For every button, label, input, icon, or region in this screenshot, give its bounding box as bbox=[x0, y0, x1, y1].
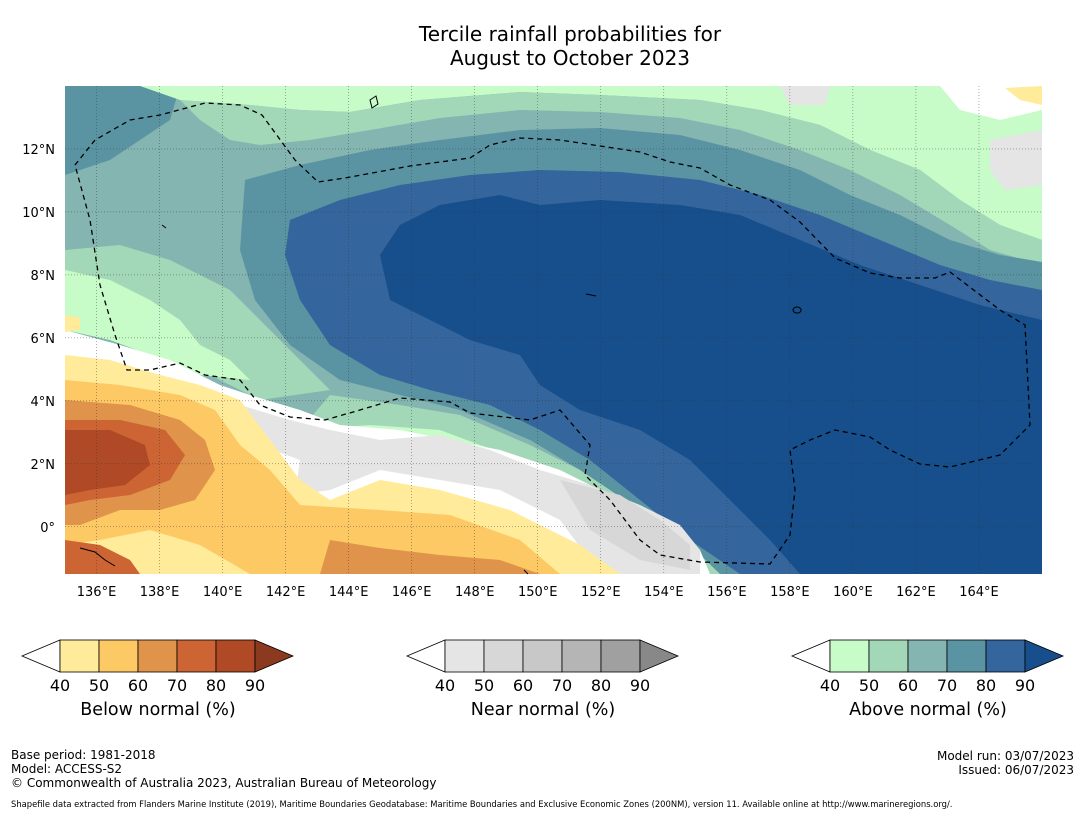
lon-tick-label: 160°E bbox=[833, 585, 873, 600]
colorbar-tick-label: 40 bbox=[49, 676, 71, 695]
colorbar-swatch bbox=[137, 639, 178, 673]
footer-right: Model run: 03/07/2023 Issued: 06/07/2023 bbox=[937, 749, 1074, 777]
lon-tick-label: 148°E bbox=[455, 585, 495, 600]
colorbar-max-arrow bbox=[639, 639, 680, 673]
model-text: Model: ACCESS-S2 bbox=[11, 762, 123, 776]
colorbar-tick-label: 60 bbox=[127, 676, 149, 695]
title-line-1: Tercile rainfall probabilities for bbox=[418, 22, 722, 46]
colorbar-swatch bbox=[829, 639, 870, 673]
colorbar-tick-label: 60 bbox=[897, 676, 919, 695]
lon-tick-label: 154°E bbox=[644, 585, 684, 600]
colorbar-swatch bbox=[98, 639, 139, 673]
lon-tick-label: 164°E bbox=[959, 585, 999, 600]
colorbar-swatch bbox=[483, 639, 524, 673]
colorbar-near-normal: 40 50 60 70 80 90 Near normal (%) bbox=[403, 638, 683, 728]
contour-fill bbox=[65, 86, 1042, 574]
colorbar-tick-label: 90 bbox=[629, 676, 651, 695]
copyright-text: © Commonwealth of Australia 2023, Austra… bbox=[11, 776, 437, 790]
colorbar-swatch bbox=[59, 639, 100, 673]
colorbar-tick-label: 80 bbox=[205, 676, 227, 695]
model-run-text: Model run: 03/07/2023 bbox=[936, 749, 1074, 763]
colorbar-swatch bbox=[907, 639, 948, 673]
lon-tick-label: 146°E bbox=[392, 585, 432, 600]
lon-tick-label: 138°E bbox=[140, 585, 180, 600]
lon-tick-label: 156°E bbox=[707, 585, 747, 600]
colorbar-swatches bbox=[790, 639, 1065, 673]
colorbar-swatch bbox=[946, 639, 987, 673]
lat-tick-label: 0° bbox=[40, 521, 55, 536]
colorbar-swatch bbox=[176, 639, 217, 673]
lat-tick-label: 12°N bbox=[22, 143, 55, 158]
colorbar-min-arrow bbox=[20, 639, 61, 673]
base-period-text: Base period: 1981-2018 bbox=[11, 748, 156, 762]
lon-tick-label: 140°E bbox=[203, 585, 243, 600]
colorbar-tick-label: 50 bbox=[473, 676, 495, 695]
colorbar-swatch bbox=[215, 639, 256, 673]
lon-tick-label: 144°E bbox=[329, 585, 369, 600]
colorbar-swatches bbox=[405, 639, 680, 673]
colorbar-max-arrow bbox=[1024, 639, 1065, 673]
lon-tick-label: 150°E bbox=[518, 585, 558, 600]
lon-tick-label: 162°E bbox=[896, 585, 936, 600]
colorbar-ticks: 40 50 60 70 80 90 bbox=[788, 676, 1068, 696]
lat-tick-label: 8°N bbox=[31, 269, 56, 284]
colorbar-tick-label: 70 bbox=[936, 676, 958, 695]
colorbar-swatch bbox=[868, 639, 909, 673]
footer-left: Base period: 1981-2018 Model: ACCESS-S2 … bbox=[11, 748, 436, 790]
colorbar-tick-label: 40 bbox=[434, 676, 456, 695]
colorbar-tick-label: 50 bbox=[88, 676, 110, 695]
colorbar-label: Near normal (%) bbox=[470, 700, 616, 720]
map-title: Tercile rainfall probabilities for Augus… bbox=[0, 22, 1085, 70]
shapefile-credit: Shapefile data extracted from Flanders M… bbox=[11, 799, 953, 809]
map-gridlines bbox=[65, 86, 1042, 574]
colorbar-tick-label: 80 bbox=[975, 676, 997, 695]
colorbar-below-normal: 40 50 60 70 80 90 Below normal (%) bbox=[18, 638, 298, 728]
colorbar-min-arrow bbox=[790, 639, 831, 673]
lat-tick-label: 6°N bbox=[31, 332, 56, 347]
lat-tick-label: 4°N bbox=[31, 395, 56, 410]
colorbar-tick-label: 70 bbox=[166, 676, 188, 695]
colorbar-above-normal: 40 50 60 70 80 90 Above normal (%) bbox=[788, 638, 1068, 728]
colorbar-swatch bbox=[561, 639, 602, 673]
lat-tick-label: 2°N bbox=[31, 458, 56, 473]
colorbar-ticks: 40 50 60 70 80 90 bbox=[403, 676, 683, 696]
coastline-islands bbox=[79, 95, 802, 575]
eez-boundary-line bbox=[74, 102, 1031, 565]
colorbar-swatch bbox=[444, 639, 485, 673]
colorbar-min-arrow bbox=[405, 639, 446, 673]
colorbar-tick-label: 90 bbox=[1014, 676, 1036, 695]
colorbar-tick-label: 40 bbox=[819, 676, 841, 695]
lon-tick-label: 136°E bbox=[77, 585, 117, 600]
colorbar-ticks: 40 50 60 70 80 90 bbox=[18, 676, 298, 696]
colorbar-swatches bbox=[20, 639, 295, 673]
colorbar-label: Above normal (%) bbox=[849, 700, 1007, 720]
colorbar-tick-label: 90 bbox=[244, 676, 266, 695]
lon-tick-label: 142°E bbox=[266, 585, 306, 600]
colorbar-swatch bbox=[600, 639, 641, 673]
colorbar-tick-label: 70 bbox=[551, 676, 573, 695]
issued-text: Issued: 06/07/2023 bbox=[958, 763, 1074, 777]
colorbar-tick-label: 50 bbox=[858, 676, 880, 695]
colorbar-tick-label: 80 bbox=[590, 676, 612, 695]
latitude-labels: 12°N 10°N 8°N 6°N 4°N 2°N 0° bbox=[22, 143, 55, 536]
colorbar-swatch bbox=[522, 639, 563, 673]
lon-tick-label: 158°E bbox=[770, 585, 810, 600]
longitude-labels: 136°E 138°E 140°E 142°E 144°E 146°E 148°E 150°E… bbox=[77, 585, 999, 600]
title-line-2: August to October 2023 bbox=[449, 46, 691, 70]
lon-tick-label: 152°E bbox=[581, 585, 621, 600]
colorbar-tick-label: 60 bbox=[512, 676, 534, 695]
lat-tick-label: 10°N bbox=[22, 206, 55, 221]
rainfall-probability-map: 136°E 138°E 140°E 142°E 144°E 146°E 148°E 150°E… bbox=[22, 86, 1042, 600]
colorbar-swatch bbox=[985, 639, 1026, 673]
colorbar-max-arrow bbox=[254, 639, 295, 673]
colorbar-label: Below normal (%) bbox=[80, 700, 236, 720]
